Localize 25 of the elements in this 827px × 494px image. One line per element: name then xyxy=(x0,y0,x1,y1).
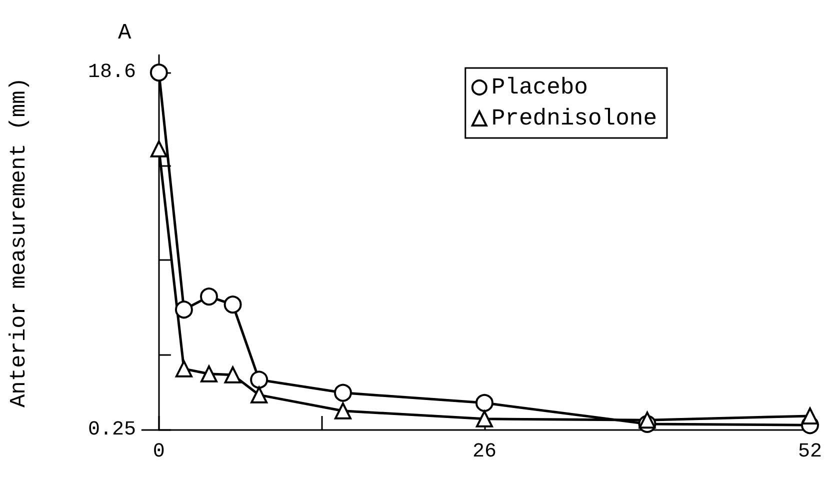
point xyxy=(476,410,493,428)
point xyxy=(638,412,656,429)
point xyxy=(175,360,192,378)
point xyxy=(250,386,268,404)
point xyxy=(250,370,268,389)
point xyxy=(150,140,168,158)
point xyxy=(475,394,494,412)
y-tick-label: 18.6 xyxy=(88,61,136,84)
x-tick-label: 26 xyxy=(472,440,496,464)
point xyxy=(200,288,218,306)
y-tick-label: 0.25 xyxy=(88,418,136,442)
legend-label: Placebo xyxy=(491,74,588,100)
y-axis-title: Anterior measurement (mm) xyxy=(6,77,32,408)
point xyxy=(334,384,352,402)
legend-label: Prednisolone xyxy=(491,106,658,132)
x-tick-label: 52 xyxy=(798,440,822,464)
point xyxy=(150,64,168,82)
text: A xyxy=(118,20,132,46)
point xyxy=(802,407,818,424)
point xyxy=(174,300,193,319)
point xyxy=(224,296,242,314)
point xyxy=(334,402,352,420)
point xyxy=(224,366,242,384)
point xyxy=(200,365,218,382)
x-tick-label: 0 xyxy=(152,440,165,464)
